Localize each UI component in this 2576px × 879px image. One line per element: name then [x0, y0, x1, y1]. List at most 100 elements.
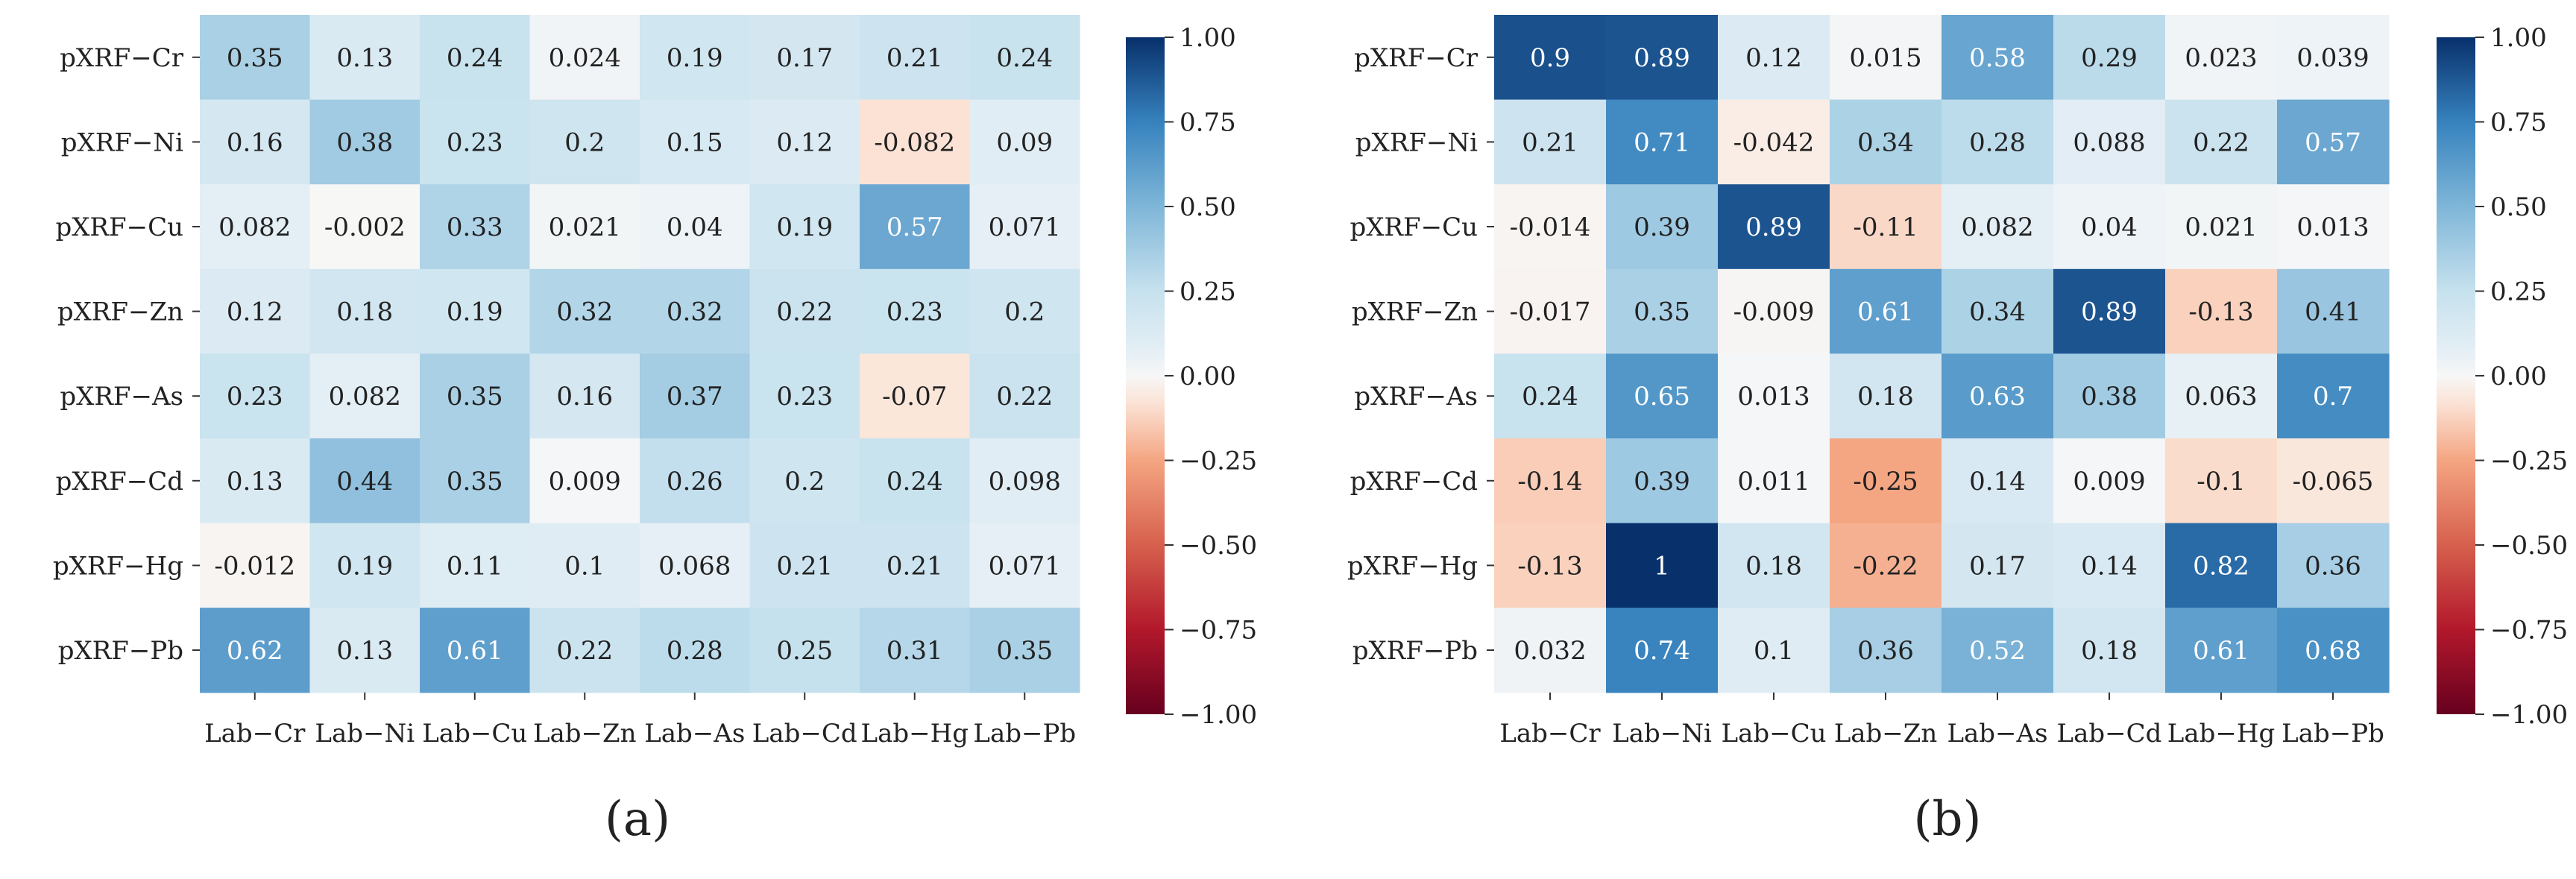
cell-value-label: -0.017	[1510, 297, 1591, 327]
heatmap-cell-r2-c7	[969, 184, 1080, 270]
heatmap-cell-r7-c2	[420, 608, 531, 693]
cell-value-label: 0.23	[776, 382, 833, 412]
cell-value-label: 0.011	[1737, 467, 1810, 497]
cell-value-label: -0.22	[1853, 551, 1918, 581]
heatmap-cell-r6-c6	[860, 523, 971, 608]
heatmap-cell-r0-c5	[2053, 15, 2166, 101]
y-tick-label: pXRF−Zn	[57, 297, 183, 327]
cell-value-label: 0.15	[667, 127, 723, 157]
cell-value-label: 0.36	[1857, 636, 1914, 666]
cell-value-label: 0.071	[989, 212, 1061, 242]
cell-value-label: 0.009	[549, 467, 621, 497]
cell-value-label: 0.19	[776, 212, 833, 242]
cell-value-label: 0.09	[996, 127, 1053, 157]
heatmap-cell-r2-c6	[2165, 184, 2278, 270]
cell-value-label: 0.12	[1745, 43, 1802, 73]
cell-value-label: 0.22	[776, 297, 833, 327]
cell-value-label: 0.18	[1745, 551, 1802, 581]
x-tick-label: Lab−Zn	[1834, 719, 1938, 749]
heatmap-cell-r5-c2	[420, 438, 531, 524]
heatmap-cell-r5-c1	[309, 438, 421, 524]
heatmap-cell-r3-c4	[640, 268, 751, 354]
cell-value-label: 0.52	[1969, 636, 2026, 666]
y-tick-label: pXRF−Hg	[53, 551, 183, 581]
y-tick-label: pXRF−Hg	[1347, 551, 1478, 581]
y-tick-label: pXRF−Pb	[1352, 636, 1478, 666]
cell-value-label: 0.21	[887, 43, 943, 73]
heatmap-cell-r2-c1	[1606, 184, 1719, 270]
cell-value-label: 0.12	[227, 297, 283, 327]
colorbar-tick-label: −0.75	[1180, 616, 1257, 646]
heatmap-cell-r1-c2	[420, 99, 531, 185]
cell-value-label: 0.14	[2081, 551, 2138, 581]
heatmap-cell-r1-c1	[1606, 99, 1719, 185]
colorbar-tick-label: −0.50	[2490, 531, 2568, 561]
cell-value-label: -0.25	[1853, 467, 1918, 497]
cell-value-label: 0.04	[667, 212, 723, 242]
cell-value-label: 0.35	[1634, 297, 1690, 327]
cell-value-label: 0.34	[1969, 297, 2026, 327]
cell-value-label: 0.41	[2305, 297, 2361, 327]
heatmap-cell-r7-c3	[529, 608, 640, 693]
cell-value-label: 0.68	[2305, 636, 2361, 666]
cell-value-label: 0.24	[887, 467, 943, 497]
heatmap-cell-r4-c7	[969, 353, 1080, 439]
cell-value-label: 0.57	[2305, 127, 2361, 157]
heatmap-cell-r3-c2	[1718, 268, 1830, 354]
heatmap-cell-r2-c2	[420, 184, 531, 270]
heatmap-cell-r0-c0	[200, 15, 311, 101]
heatmap-cell-r1-c0	[200, 99, 311, 185]
cell-value-label: 0.063	[2185, 382, 2257, 412]
heatmap-cell-r7-c7	[969, 608, 1080, 693]
heatmap-cell-r0-c0	[1494, 15, 1607, 101]
colorbar-tick-label: −1.00	[1180, 700, 1257, 730]
heatmap-cell-r1-c5	[2053, 99, 2166, 185]
cell-value-label: 0.19	[336, 551, 393, 581]
cell-value-label: 0.23	[447, 127, 503, 157]
heatmap-cell-r3-c6	[860, 268, 971, 354]
heatmap-cell-r6-c1	[1606, 523, 1719, 608]
heatmap-cell-r3-c7	[969, 268, 1080, 354]
heatmap-cell-r3-c3	[1830, 268, 1942, 354]
heatmap-cell-r2-c4	[640, 184, 751, 270]
y-tick-label: pXRF−Cu	[1350, 212, 1478, 242]
colorbar-tick-label: −1.00	[2490, 700, 2568, 730]
cell-value-label: 0.23	[227, 382, 283, 412]
heatmap-cell-r5-c0	[1494, 438, 1607, 524]
cell-value-label: -0.065	[2293, 467, 2374, 497]
heatmap-cell-r1-c7	[2277, 99, 2390, 185]
cell-value-label: 0.89	[1745, 212, 1802, 242]
heatmap-cell-r7-c3	[1830, 608, 1942, 693]
cell-value-label: 0.35	[447, 467, 503, 497]
cell-value-label: 0.24	[996, 43, 1053, 73]
heatmap-cell-r1-c6	[860, 99, 971, 185]
heatmap-cell-r6-c3	[529, 523, 640, 608]
heatmap-cell-r5-c6	[860, 438, 971, 524]
heatmap-cell-r5-c3	[529, 438, 640, 524]
heatmap-cell-r3-c1	[1606, 268, 1719, 354]
heatmap-cell-r3-c5	[2053, 268, 2166, 354]
heatmap-cell-r0-c6	[860, 15, 971, 101]
heatmap-cell-r0-c7	[2277, 15, 2390, 101]
cell-value-label: 0.082	[329, 382, 401, 412]
cell-value-label: 0.21	[1522, 127, 1578, 157]
y-tick-label: pXRF−Cr	[1354, 43, 1478, 73]
cell-value-label: 0.098	[989, 467, 1061, 497]
cell-value-label: 0.33	[447, 212, 503, 242]
colorbar-tick-label: 0.75	[2490, 108, 2547, 138]
heatmap-cell-r0-c1	[1606, 15, 1719, 101]
y-tick-label: pXRF−As	[1354, 382, 1478, 412]
heatmap-cell-r3-c6	[2165, 268, 2278, 354]
y-tick-label: pXRF−Zn	[1352, 297, 1478, 327]
colorbar	[1126, 37, 1165, 714]
heatmap-cell-r2-c5	[2053, 184, 2166, 270]
cell-value-label: 0.38	[2081, 382, 2138, 412]
cell-value-label: 0.61	[1857, 297, 1914, 327]
cell-value-label: 0.013	[2296, 212, 2369, 242]
heatmap-cell-r6-c4	[1942, 523, 2054, 608]
heatmap-cell-r1-c6	[2165, 99, 2278, 185]
cell-value-label: 0.38	[336, 127, 393, 157]
cell-value-label: 0.31	[887, 636, 943, 666]
colorbar-tick-label: 0.50	[1180, 192, 1236, 222]
